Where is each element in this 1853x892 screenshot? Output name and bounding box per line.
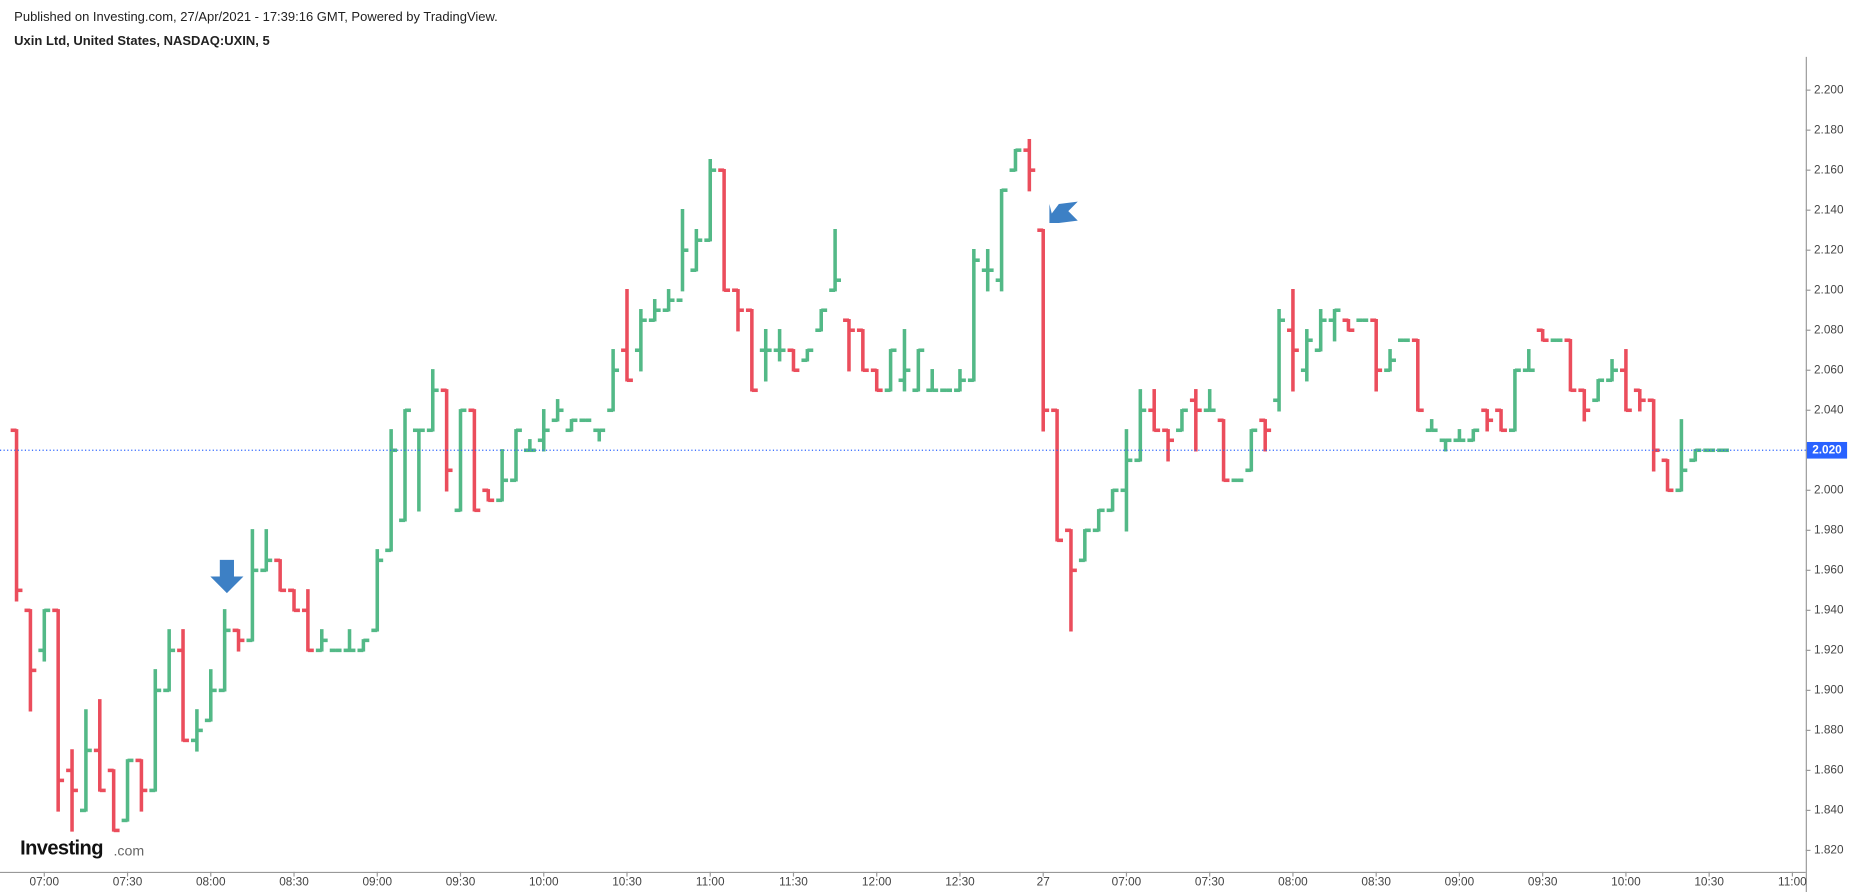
y-tick-label: 2.120: [1814, 242, 1844, 256]
x-tick-label: 07:30: [113, 875, 143, 889]
y-tick-label: 1.900: [1814, 682, 1844, 696]
x-tick-label: 10:30: [612, 875, 642, 889]
x-tick-label: 10:00: [1611, 875, 1641, 889]
arrow-annotation: [1049, 201, 1078, 223]
y-tick-label: 2.040: [1814, 402, 1844, 416]
y-tick-label: 1.860: [1814, 763, 1844, 777]
last-price-box: [1806, 441, 1848, 459]
plot-area: [10, 138, 1729, 833]
x-tick-label: 09:30: [1528, 875, 1558, 889]
y-tick-label: 2.100: [1814, 282, 1844, 296]
y-tick-label: 2.180: [1814, 122, 1844, 136]
x-tick-label: 12:30: [945, 875, 975, 889]
y-tick-label: 2.000: [1814, 482, 1844, 496]
x-tick-label: 10:00: [529, 875, 559, 889]
x-tick-label: 08:30: [279, 875, 309, 889]
y-tick-label: 1.880: [1814, 722, 1844, 736]
last-price-label: 2.020: [1812, 442, 1842, 456]
x-tick-label: 07:00: [30, 875, 60, 889]
arrow-annotation: [210, 559, 244, 594]
x-tick-label: 08:30: [1361, 875, 1391, 889]
x-tick-label: 07:00: [1112, 875, 1142, 889]
x-tick-label: 12:00: [862, 875, 892, 889]
x-tick-label: 11:00: [1778, 875, 1807, 889]
y-tick-label: 2.080: [1814, 322, 1844, 336]
y-tick-label: 1.980: [1814, 522, 1844, 536]
logo-suffix: .com: [113, 843, 144, 859]
y-tick-label: 1.940: [1814, 602, 1844, 616]
chart-title: Uxin Ltd, United States, NASDAQ:UXIN, 5: [14, 33, 270, 48]
y-tick-label: 2.060: [1814, 362, 1844, 376]
x-tick-label: 09:00: [362, 875, 392, 889]
y-tick-label: 1.960: [1814, 562, 1844, 576]
x-tick-label: 09:00: [1445, 875, 1475, 889]
logo-name: Investing: [20, 838, 103, 860]
x-tick-label: 09:30: [446, 875, 476, 889]
subtitle: Published on Investing.com, 27/Apr/2021 …: [14, 9, 498, 24]
x-tick-label: 11:30: [779, 875, 808, 889]
y-tick-label: 1.820: [1814, 843, 1844, 857]
y-tick-label: 2.140: [1814, 202, 1844, 216]
x-tick-label: 27: [1037, 875, 1050, 889]
y-tick-label: 2.160: [1814, 162, 1844, 176]
y-tick-label: 1.920: [1814, 642, 1844, 656]
x-tick-label: 08:00: [1278, 875, 1308, 889]
x-tick-label: 08:00: [196, 875, 226, 889]
x-tick-label: 07:30: [1195, 875, 1225, 889]
y-tick-label: 2.200: [1814, 82, 1844, 96]
y-tick-label: 1.840: [1814, 803, 1844, 817]
x-tick-label: 10:30: [1694, 875, 1724, 889]
x-tick-label: 11:00: [696, 875, 725, 889]
